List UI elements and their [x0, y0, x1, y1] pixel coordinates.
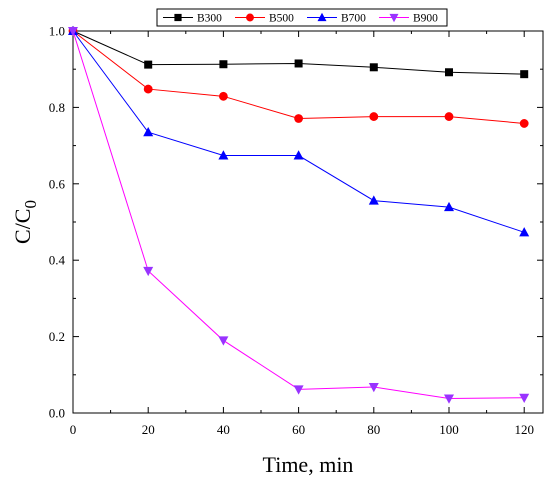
- axes: 0 20 40 60 80 100 120 0.0 0.2 0.4 0.6 0.8 1.0: [49, 24, 544, 437]
- x-tick-label: 80: [367, 422, 380, 437]
- data-point: [293, 150, 304, 160]
- legend-marker: [174, 13, 182, 22]
- data-point: [444, 201, 454, 212]
- x-tick-label: 120: [514, 422, 534, 437]
- x-tick-label: 0: [70, 422, 77, 437]
- legend-box: [156, 8, 448, 27]
- y-tick-label: 0.8: [49, 100, 65, 115]
- data-point: [143, 84, 153, 94]
- data-point: [144, 60, 153, 69]
- legend-label: B900: [413, 13, 438, 25]
- data-point: [519, 227, 530, 237]
- data-point: [294, 114, 303, 123]
- series-b500: [68, 26, 529, 128]
- data-point: [294, 59, 303, 68]
- data-point: [143, 126, 154, 137]
- legend-item-b300: B300: [163, 13, 222, 25]
- data-point: [219, 91, 228, 101]
- legend-label: B300: [197, 13, 222, 25]
- legend-item-b500: B500: [235, 13, 294, 25]
- series-line: [72, 30, 525, 399]
- x-tick-label: 100: [439, 422, 459, 437]
- legend: B300 B500 B700 B900: [156, 8, 448, 27]
- data-point: [444, 112, 454, 121]
- data-point: [219, 60, 228, 69]
- data-point: [369, 63, 378, 72]
- data-point: [68, 27, 78, 37]
- data-point: [293, 385, 304, 395]
- data-point: [519, 119, 529, 128]
- y-tick-label: 0.0: [49, 406, 65, 421]
- plot-frame: [72, 30, 544, 414]
- series-line: [72, 30, 525, 75]
- data-point: [444, 394, 454, 404]
- series-layer: [68, 25, 530, 404]
- x-axis-label: Time, min: [263, 452, 354, 477]
- data-point: [369, 112, 379, 121]
- legend-marker: [246, 13, 254, 22]
- legend-item-b900: B900: [379, 13, 438, 25]
- legend-label: B700: [341, 13, 366, 25]
- series-b700: [68, 25, 530, 237]
- legend-item-b700: B700: [307, 13, 366, 25]
- data-point: [143, 266, 154, 277]
- y-tick-label: 0.4: [49, 253, 66, 268]
- data-point: [445, 68, 453, 77]
- data-point: [368, 195, 379, 205]
- x-tick-label: 20: [142, 422, 155, 437]
- x-tick-label: 60: [292, 422, 305, 437]
- data-point: [218, 150, 229, 160]
- y-tick-label: 0.6: [49, 176, 66, 191]
- data-point: [368, 383, 379, 393]
- data-point: [519, 393, 530, 403]
- data-point: [218, 336, 229, 346]
- legend-marker: [389, 13, 399, 23]
- legend-marker: [317, 12, 327, 22]
- y-axis-label-main: C/C: [10, 209, 35, 244]
- y-axis-label: C/C0: [10, 200, 40, 244]
- data-point: [520, 70, 529, 79]
- series-b900: [68, 27, 530, 404]
- legend-label: B500: [269, 13, 294, 25]
- series-line: [72, 30, 525, 124]
- y-tick-label: 0.2: [49, 329, 65, 344]
- y-axis-label-subscript: 0: [21, 200, 40, 209]
- y-tick-label: 1.0: [49, 24, 65, 39]
- x-tick-label: 40: [217, 422, 230, 437]
